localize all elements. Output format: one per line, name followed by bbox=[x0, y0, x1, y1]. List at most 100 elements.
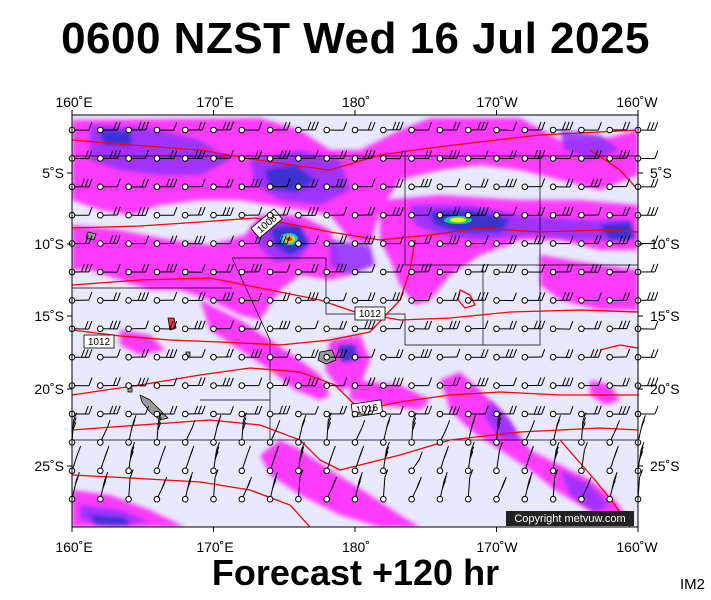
wind-barb bbox=[238, 178, 263, 191]
wind-barb bbox=[323, 349, 348, 361]
wind-barb bbox=[549, 292, 574, 304]
wind-barb bbox=[295, 149, 319, 162]
left-lat-label: 5˚S bbox=[42, 165, 64, 181]
wind-barb bbox=[578, 320, 602, 333]
wind-barb bbox=[408, 377, 433, 389]
wind-barb bbox=[153, 291, 178, 304]
wind-barb bbox=[97, 150, 121, 162]
wind-barb bbox=[68, 412, 77, 446]
bottom-lon-label: 170˚E bbox=[196, 539, 233, 555]
wind-barb bbox=[464, 415, 477, 446]
wind-barb bbox=[380, 178, 404, 191]
wind-barb bbox=[266, 405, 291, 418]
wind-barb bbox=[323, 235, 348, 247]
wind-barb bbox=[380, 377, 404, 389]
wind-barb bbox=[549, 441, 560, 475]
wind-barb bbox=[181, 121, 206, 134]
wind-barb bbox=[493, 349, 517, 361]
wind-barb bbox=[68, 349, 93, 361]
wind-barbs bbox=[68, 121, 659, 503]
wind-barb bbox=[181, 150, 206, 162]
wind-barb bbox=[436, 405, 461, 418]
wind-barb bbox=[521, 235, 546, 247]
wind-barb bbox=[549, 349, 574, 361]
chart-code: IM2 bbox=[679, 576, 705, 593]
wind-barb bbox=[408, 320, 433, 333]
wind-barb bbox=[408, 476, 422, 503]
wind-barb bbox=[323, 405, 348, 418]
wind-barb bbox=[97, 178, 121, 191]
wind-barb bbox=[210, 415, 222, 446]
wind-barb bbox=[464, 377, 489, 389]
wind-barb bbox=[549, 320, 574, 333]
wind-barb bbox=[436, 207, 461, 219]
wind-barb bbox=[266, 121, 291, 134]
wind-barb bbox=[210, 178, 234, 191]
wind-barb bbox=[125, 178, 149, 191]
wind-barb bbox=[606, 405, 631, 418]
copyright-badge: Copyright metvuw.com bbox=[506, 511, 634, 526]
wind-barb bbox=[97, 445, 110, 475]
wind-barb bbox=[153, 263, 178, 276]
wind-barb bbox=[464, 405, 489, 418]
wind-barb bbox=[323, 150, 348, 162]
wind-barb bbox=[578, 476, 592, 503]
wind-barb bbox=[351, 292, 376, 304]
wind-barb bbox=[578, 150, 602, 162]
wind-barb bbox=[238, 412, 247, 446]
wind-barb bbox=[295, 121, 319, 134]
top-lon-label: 170˚W bbox=[476, 94, 518, 110]
svg-text:1012: 1012 bbox=[359, 309, 382, 320]
wind-barb bbox=[436, 471, 448, 503]
wind-barb bbox=[266, 320, 291, 333]
wind-barb bbox=[578, 349, 602, 361]
wind-barb bbox=[578, 178, 602, 191]
wind-barb bbox=[606, 207, 631, 219]
wind-barb bbox=[408, 263, 432, 276]
wind-barb bbox=[606, 263, 631, 276]
wind-barb bbox=[634, 291, 659, 304]
wind-barb bbox=[266, 348, 291, 361]
wind-barb bbox=[266, 445, 280, 475]
wind-barb bbox=[238, 349, 263, 361]
wind-barb bbox=[578, 405, 602, 418]
wind-barb bbox=[436, 445, 450, 475]
wind-barb bbox=[351, 445, 365, 475]
wind-barb bbox=[210, 121, 234, 134]
wind-barb bbox=[464, 150, 489, 162]
copyright-text: Copyright metvuw.com bbox=[514, 513, 625, 525]
wind-barb bbox=[295, 263, 319, 276]
left-lat-label: 15˚S bbox=[34, 308, 64, 324]
wind-barb bbox=[549, 207, 574, 219]
wind-barb bbox=[351, 320, 376, 333]
svg-text:1016: 1016 bbox=[355, 402, 379, 416]
wind-barb bbox=[521, 292, 546, 304]
wind-barb bbox=[464, 207, 489, 219]
wind-barb bbox=[521, 178, 546, 191]
bottom-lon-label: 180˚ bbox=[342, 539, 370, 555]
wind-barb bbox=[181, 292, 206, 304]
wind-barb bbox=[97, 292, 121, 304]
wind-barb bbox=[238, 377, 263, 389]
wind-barb bbox=[493, 150, 517, 162]
wind-barb bbox=[210, 149, 234, 162]
wind-barb bbox=[464, 292, 489, 304]
wind-barb bbox=[436, 178, 461, 191]
wind-barb bbox=[238, 445, 251, 475]
wind-barb bbox=[549, 415, 561, 446]
wind-barb bbox=[153, 122, 178, 134]
wind-barb bbox=[493, 405, 517, 418]
wind-barb bbox=[634, 121, 659, 134]
wind-barb bbox=[181, 178, 206, 191]
wind-barb bbox=[210, 235, 234, 247]
wind-barb bbox=[380, 441, 390, 475]
wind-barb bbox=[521, 150, 546, 162]
right-lat-label: 25˚S bbox=[650, 458, 680, 474]
wind-barb bbox=[578, 235, 602, 247]
wind-barb bbox=[606, 121, 631, 134]
wind-barb bbox=[351, 420, 366, 446]
wind-barb bbox=[578, 412, 587, 446]
wind-barb bbox=[408, 206, 433, 219]
wind-barb bbox=[408, 349, 433, 361]
wind-barb bbox=[125, 469, 134, 503]
